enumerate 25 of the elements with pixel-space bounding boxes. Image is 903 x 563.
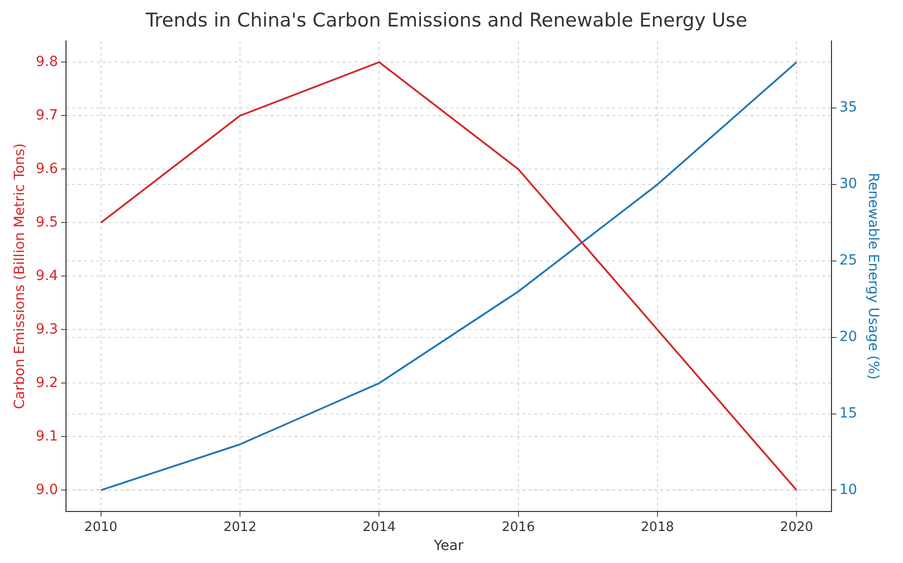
x-tick-label: 2020	[780, 520, 814, 535]
y2-axis-title: Renewable Energy Usage (%)	[864, 172, 881, 380]
y2-tick-label: 10	[839, 482, 858, 498]
x-tick-label: 2012	[223, 520, 257, 535]
x-tick-label: 2010	[84, 520, 118, 535]
x-axis-title: Year	[432, 538, 464, 554]
x-tick-label: 2018	[640, 520, 674, 535]
x-tick-label: 2016	[502, 520, 535, 535]
y-tick-label: 9.5	[36, 214, 58, 230]
y-tick-label: 9.0	[36, 482, 58, 498]
y-axis-title: Carbon Emissions (Billion Metric Tons)	[12, 143, 28, 410]
y-tick-label: 9.7	[36, 107, 58, 124]
y-tick-label: 9.1	[36, 428, 58, 444]
y2-tick-label: 30	[839, 176, 858, 192]
y2-tick-label: 15	[839, 405, 858, 422]
y2-tick-label: 35	[839, 100, 858, 116]
y2-tick-label: 25	[839, 252, 858, 269]
y-tick-label: 9.2	[36, 374, 58, 391]
y-tick-label: 9.3	[36, 321, 58, 338]
y-tick-label: 9.6	[36, 160, 58, 177]
y-tick-label: 9.4	[36, 268, 58, 284]
y2-tick-label: 20	[839, 328, 858, 345]
chart-title: Trends in China's Carbon Emissions and Renewable Energy Use	[144, 9, 748, 32]
x-tick-label: 2014	[362, 520, 396, 535]
y-tick-label: 9.8	[36, 54, 58, 70]
